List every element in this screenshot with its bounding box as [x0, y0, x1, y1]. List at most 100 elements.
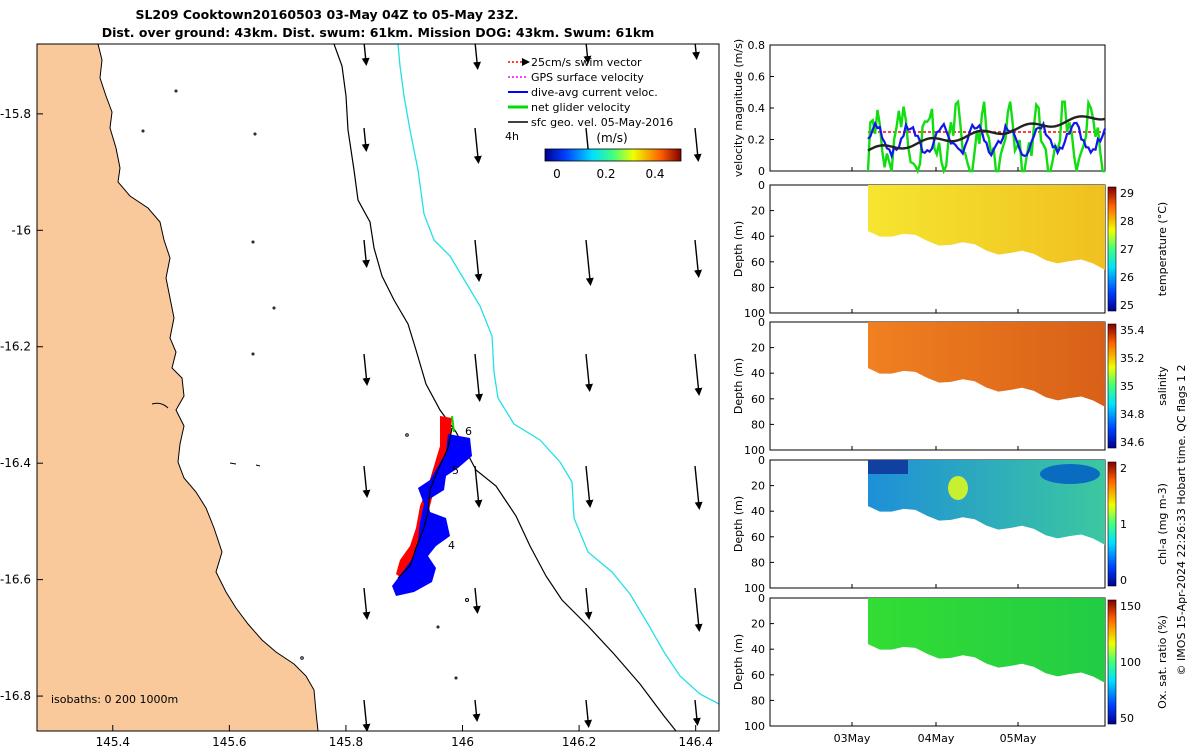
- geo-velocity-arrow: [585, 465, 594, 508]
- colorbar-tick: 100: [1120, 656, 1141, 669]
- velocity-y-tick: 0.8: [748, 39, 766, 52]
- geo-velocity-arrow: [362, 353, 371, 386]
- map-x-tick: 146.2: [562, 735, 596, 749]
- imos-side-note: © IMOS 15-Apr-2024 22:26:33 Hobart time.…: [1175, 365, 1188, 676]
- colorbar-label-chla: chl-a (mg m-3): [1156, 483, 1169, 565]
- depth-tick: 40: [751, 367, 765, 380]
- map-colorbar-tick-0: 0: [553, 167, 561, 181]
- time-tick-04may: 04May: [918, 732, 955, 745]
- dive-avg-speed-series: [867, 120, 1107, 160]
- colorbar-tick: 150: [1120, 600, 1141, 613]
- depth-ylabel: Depth (m): [732, 496, 745, 552]
- time-tick-03may: 03May: [834, 732, 871, 745]
- depth-tick: 0: [758, 592, 765, 605]
- velocity-y-tick: 0.6: [748, 71, 766, 84]
- depth-tick: 20: [751, 618, 765, 631]
- map-colorbar-tick-1: 0.2: [596, 167, 615, 181]
- colorbar-tick: 27: [1120, 243, 1134, 256]
- geo-velocity-arrow: [474, 465, 483, 508]
- map-panel: 6 5 4 145.4 145.6 145.8 146 146.2 146.4 -15.8…: [0, 43, 720, 749]
- section-oxygen: 0 20 40 60 80 100 Depth (m) 150 100 50 Ox. sat. ra…: [732, 592, 1169, 733]
- section-field-oxygen: [868, 598, 1105, 683]
- geo-velocity-arrow: [585, 239, 594, 286]
- depth-tick: 80: [751, 281, 765, 294]
- map-colorbar: [544, 148, 682, 162]
- net-glider-velocity-marker: [451, 415, 455, 433]
- colorbar-tick: 35.4: [1120, 324, 1145, 337]
- depth-tick: 60: [751, 669, 765, 682]
- depth-tick: 40: [751, 230, 765, 243]
- velocity-y-axis: 0 0.2 0.4 0.6 0.8: [748, 39, 774, 178]
- geo-velocity-arrow: [474, 239, 483, 282]
- geo-velocity-arrow: [361, 44, 370, 66]
- depth-tick: 0: [758, 179, 765, 192]
- velocity-y-tick: 0.2: [748, 134, 766, 147]
- figure-title-line1: SL209 Cooktown20160503 03-May 04Z to 05-…: [135, 7, 518, 22]
- depth-tick: 80: [751, 556, 765, 569]
- geo-velocity-arrow: [473, 44, 481, 70]
- map-y-axis: -15.8 -16 -16.2 -16.4 -16.6 -16.8: [0, 107, 43, 703]
- geo-velocity-arrow: [694, 465, 703, 510]
- map-x-tick: 146: [451, 735, 474, 749]
- colorbar-temperature: [1107, 186, 1117, 312]
- depth-tick: 60: [751, 256, 765, 269]
- colorbar-tick: 28: [1120, 215, 1134, 228]
- depth-tick: 80: [751, 418, 765, 431]
- legend-geo-velocity: sfc geo. vel. 05-May-2016: [531, 116, 673, 129]
- track-marker-6: 6: [465, 425, 472, 438]
- geo-velocity-arrow: [473, 127, 482, 164]
- map-colorbar-label: (m/s): [596, 131, 627, 145]
- map-x-tick: 145.8: [329, 735, 363, 749]
- colorbar-tick: 50: [1120, 712, 1134, 725]
- depth-tick: 20: [751, 342, 765, 355]
- geo-velocity-arrow: [693, 127, 702, 162]
- depth-tick: 100: [744, 720, 765, 733]
- time-tick-05may: 05May: [1000, 732, 1037, 745]
- geo-velocity-arrow: [362, 699, 371, 731]
- depth-ylabel: Depth (m): [732, 221, 745, 277]
- map-x-tick: 146.4: [679, 735, 713, 749]
- section-chla: 0 20 40 60 80 100 Depth (m) 2 1 0 chl-a (mg m-3): [732, 454, 1169, 595]
- depth-tick: 60: [751, 531, 765, 544]
- track-marker-5: 5: [452, 464, 459, 477]
- geo-velocity-arrow: [362, 465, 371, 498]
- isobath-200m: [333, 44, 677, 731]
- depth-tick: 100: [744, 582, 765, 595]
- map-x-tick: 145.6: [212, 735, 246, 749]
- geo-velocity-arrow: [362, 239, 370, 268]
- depth-tick: 20: [751, 205, 765, 218]
- geo-velocity-arrow: [584, 699, 592, 728]
- colorbar-tick: 2: [1120, 462, 1127, 475]
- isobaths-label: isobaths: 0 200 1000m: [51, 693, 178, 706]
- map-x-tick: 145.4: [96, 735, 130, 749]
- map-colorbar-tick-2: 0.4: [645, 167, 664, 181]
- colorbar-label-oxygen: Ox. sat. ratio (%): [1156, 615, 1169, 709]
- depth-tick: 100: [744, 444, 765, 457]
- geo-velocity-arrow: [472, 587, 481, 614]
- section-field-temperature: [868, 185, 1105, 270]
- depth-tick: 0: [758, 316, 765, 329]
- map-legend: 25cm/s swim vector GPS surface velocity …: [505, 56, 682, 181]
- legend-net-glider: net glider velocity: [531, 101, 631, 114]
- colorbar-tick: 34.8: [1120, 408, 1145, 421]
- geo-velocity-arrow: [472, 699, 481, 722]
- colorbar-tick: 26: [1120, 271, 1134, 284]
- map-y-tick: -16.2: [0, 340, 31, 354]
- map-y-tick: -16.6: [0, 573, 31, 587]
- depth-tick: 100: [744, 307, 765, 320]
- depth-tick: 60: [751, 393, 765, 406]
- time-axis: 03May 04May 05May: [834, 732, 1037, 745]
- legend-extra-4h: 4h: [505, 130, 519, 143]
- geo-velocity-arrow: [694, 353, 703, 396]
- colorbar-tick: 29: [1120, 187, 1134, 200]
- velocity-panel: 0 0.2 0.4 0.6 0.8 velocity magnitude (m/s): [732, 39, 1107, 178]
- depth-ylabel: Depth (m): [732, 358, 745, 414]
- geo-velocity-arrow: [692, 699, 701, 726]
- geo-velocity-arrow: [692, 44, 700, 60]
- map-x-axis: 145.4 145.6 145.8 146 146.2 146.4: [96, 725, 713, 749]
- isobath-1000m: [397, 44, 719, 705]
- geo-velocity-arrow: [694, 587, 703, 632]
- map-frame: [36, 43, 720, 732]
